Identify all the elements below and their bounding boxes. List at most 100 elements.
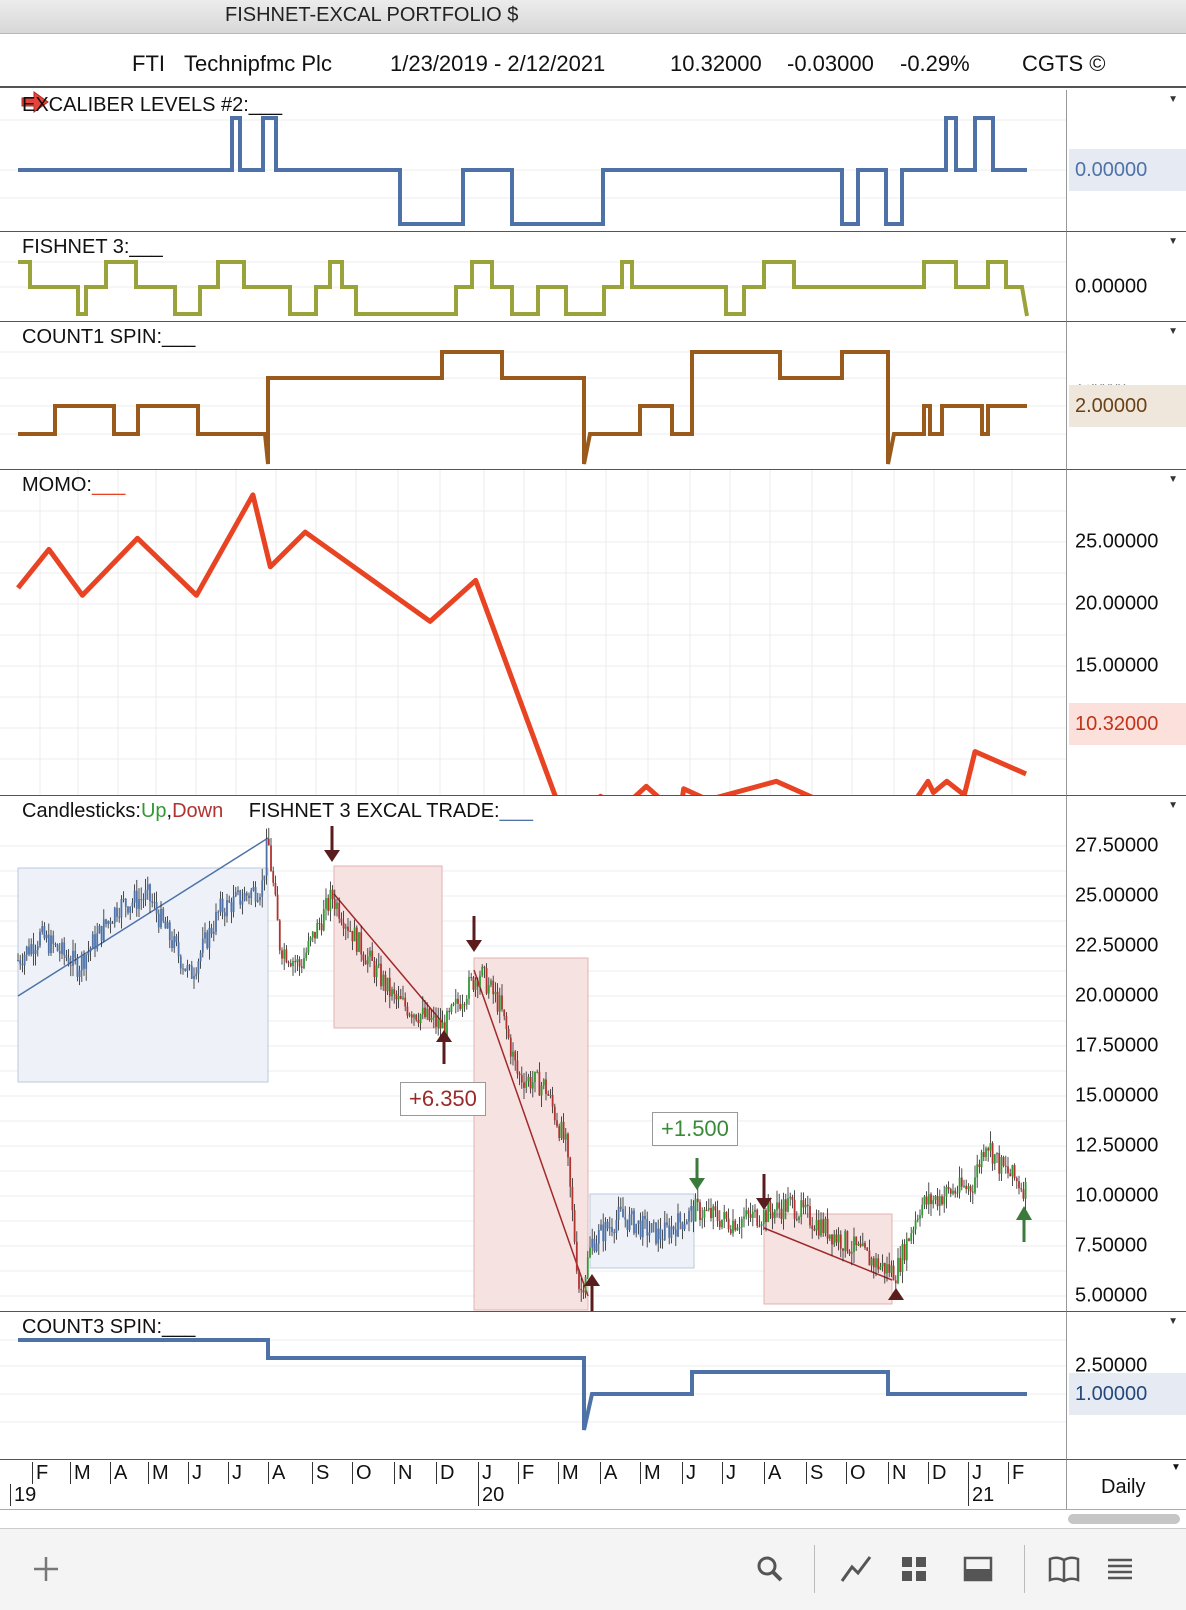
candle-body	[30, 944, 33, 955]
candle-body	[760, 1223, 763, 1226]
candle-body	[699, 1202, 701, 1220]
candle-body	[208, 927, 211, 949]
candle-body	[558, 1126, 561, 1138]
price-tick: 10.00000	[1075, 1184, 1159, 1207]
candle-body	[734, 1220, 737, 1231]
candle-body	[243, 893, 246, 901]
candle-body	[853, 1236, 855, 1253]
candle-body	[151, 901, 154, 903]
candle-body	[551, 1095, 554, 1107]
candle-body	[769, 1202, 772, 1213]
candle-body	[899, 1257, 902, 1272]
candle-body	[479, 975, 481, 987]
period-selector[interactable]: Daily ▼	[1066, 1460, 1186, 1510]
candle-body	[353, 927, 356, 942]
candle-body	[608, 1227, 611, 1229]
fishnet-pane[interactable]: FISHNET 3:___	[0, 232, 1066, 322]
candle-body	[131, 902, 134, 907]
candle-body	[835, 1234, 838, 1243]
draw-line-icon[interactable]	[838, 1551, 874, 1587]
candle-body	[157, 913, 160, 928]
candle-body	[956, 1192, 959, 1194]
candle-body	[193, 976, 195, 979]
candle-body	[1007, 1166, 1009, 1174]
fishnet-line	[18, 260, 1029, 317]
excaliber-value-badge: 0.00000	[1069, 149, 1186, 191]
momo-pane[interactable]: MOMO:___	[0, 470, 1066, 796]
candle-body	[762, 1210, 765, 1224]
candle-body	[635, 1223, 638, 1234]
excaliber-levels-pane[interactable]: EXCALIBER LEVELS #2:___	[0, 90, 1066, 232]
candle-body	[281, 950, 283, 959]
candle-body	[927, 1194, 930, 1205]
candle-body	[848, 1251, 851, 1254]
candle-body	[641, 1215, 644, 1238]
candle-body	[107, 920, 110, 925]
candle-body	[201, 938, 204, 953]
candle-body	[586, 1257, 589, 1277]
candle-body	[1013, 1165, 1016, 1179]
pane-menu-icon[interactable]: ▼	[1168, 94, 1178, 105]
candle-body	[188, 965, 191, 967]
candle-body	[815, 1219, 818, 1231]
candle-body	[105, 919, 107, 925]
price-pane[interactable]: Candlesticks:Up,Down FISHNET 3 EXCAL TRA…	[0, 796, 1066, 1312]
date-axis[interactable]: F M A M J J A S O N D J F M A M J J A S …	[0, 1460, 1066, 1510]
candle-body	[694, 1198, 697, 1222]
candle-body	[600, 1224, 602, 1231]
book-icon[interactable]	[1046, 1551, 1082, 1587]
count3-spin-pane[interactable]: COUNT3 SPIN:___	[0, 1312, 1066, 1460]
candle-body	[124, 898, 127, 907]
candle-body	[1015, 1178, 1018, 1182]
count1-spin-pane[interactable]: COUNT1 SPIN:___	[0, 322, 1066, 470]
candle-body	[298, 959, 301, 967]
add-icon[interactable]	[28, 1551, 64, 1587]
candle-body	[265, 838, 268, 876]
candle-body	[164, 920, 167, 929]
candle-body	[974, 1177, 976, 1193]
candle-body	[366, 956, 369, 965]
search-icon[interactable]	[752, 1551, 788, 1587]
candle-body	[175, 936, 178, 943]
candle-body	[355, 927, 358, 952]
candle-body	[844, 1231, 847, 1251]
quote-symbol[interactable]: FTI	[132, 51, 165, 76]
pane-menu-icon[interactable]: ▼	[1168, 236, 1178, 247]
candle-body	[919, 1215, 921, 1219]
list-icon[interactable]	[1102, 1551, 1138, 1587]
pane-menu-icon[interactable]: ▼	[1168, 474, 1178, 485]
candle-body	[94, 934, 96, 949]
candle-body	[446, 1011, 448, 1037]
candle-body	[589, 1247, 591, 1258]
candle-body	[633, 1210, 635, 1234]
panel-icon[interactable]	[960, 1551, 996, 1587]
candle-body	[811, 1225, 814, 1229]
momo-value-badge: 10.32000	[1069, 703, 1186, 745]
pane-menu-icon[interactable]: ▼	[1168, 326, 1178, 337]
candle-body	[373, 960, 376, 978]
candle-body	[542, 1079, 545, 1086]
candle-body	[450, 1004, 453, 1012]
grid-layout-icon[interactable]	[896, 1551, 932, 1587]
candle-body	[63, 942, 66, 956]
pane-menu-icon[interactable]: ▼	[1168, 1316, 1178, 1327]
price-tick: 22.50000	[1075, 934, 1159, 957]
candle-body	[472, 977, 475, 990]
candle-body	[701, 1217, 704, 1220]
candle-body	[646, 1218, 649, 1236]
candle-body	[239, 890, 242, 905]
candle-body	[826, 1218, 829, 1239]
candle-body	[540, 1085, 543, 1096]
candle-body	[703, 1209, 706, 1218]
pane-menu-icon[interactable]: ▼	[1168, 800, 1178, 811]
candle-body	[591, 1238, 594, 1248]
candle-body	[776, 1202, 778, 1211]
candle-body	[441, 1022, 444, 1029]
candle-body	[661, 1239, 664, 1241]
horizontal-scrollbar[interactable]	[1066, 1512, 1186, 1524]
candle-body	[820, 1219, 822, 1236]
candle-body	[756, 1209, 759, 1226]
arrow-right-icon[interactable]	[20, 90, 50, 114]
candle-body	[204, 932, 206, 939]
candle-body	[285, 949, 288, 963]
